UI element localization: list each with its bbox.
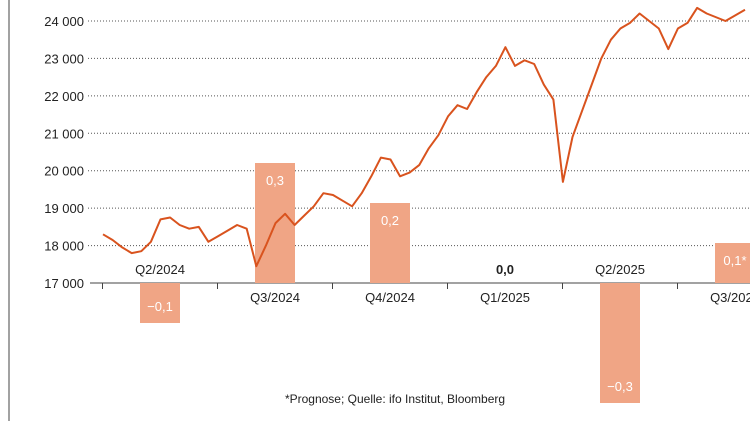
source-note: *Prognose; Quelle: ifo Institut, Bloombe…: [285, 392, 505, 406]
y-axis-ticks: 17 000 18 000 19 000 20 000 21 000 22 000 23 0…: [44, 14, 84, 291]
bar-value-label: 0,0: [496, 262, 514, 277]
dax-line: [102, 6, 746, 268]
bar-value-label: 0,3: [266, 173, 284, 188]
quarter-label: Q1/2025: [480, 290, 530, 305]
quarter-label: Q3/2025: [710, 290, 750, 305]
y-tick-label: 22 000: [44, 89, 84, 104]
y-tick-label: 17 000: [44, 276, 84, 291]
quarter-labels: Q2/2024 Q3/2024 Q4/2024 Q1/2025 Q2/2025 Q3/20…: [102, 262, 750, 305]
y-tick-label: 20 000: [44, 164, 84, 179]
gdp-bars: [140, 163, 750, 403]
quarter-label: Q4/2024: [365, 290, 415, 305]
y-tick-label: 23 000: [44, 51, 84, 66]
quarter-label: Q2/2024: [135, 262, 185, 277]
bar-value-label: −0,1: [147, 299, 173, 314]
bar-value-label: 0,1*: [723, 253, 746, 268]
bar-value-label: 0,2: [381, 213, 399, 228]
y-tick-label: 24 000: [44, 14, 84, 29]
y-tick-label: 19 000: [44, 201, 84, 216]
bar-value-label: −0,3: [607, 379, 633, 394]
bar-value-labels: −0,1 0,3 0,2 0,0 −0,3 0,1*: [147, 173, 746, 394]
quarter-label: Q2/2025: [595, 262, 645, 277]
gdp-bar: [140, 283, 180, 323]
gdp-bar: [715, 243, 750, 283]
gdp-bar: [600, 283, 640, 403]
y-tick-label: 18 000: [44, 239, 84, 254]
gridlines: [88, 20, 750, 247]
y-tick-label: 21 000: [44, 126, 84, 141]
gdp-bar: [370, 203, 410, 283]
quarter-label: Q3/2024: [250, 290, 300, 305]
